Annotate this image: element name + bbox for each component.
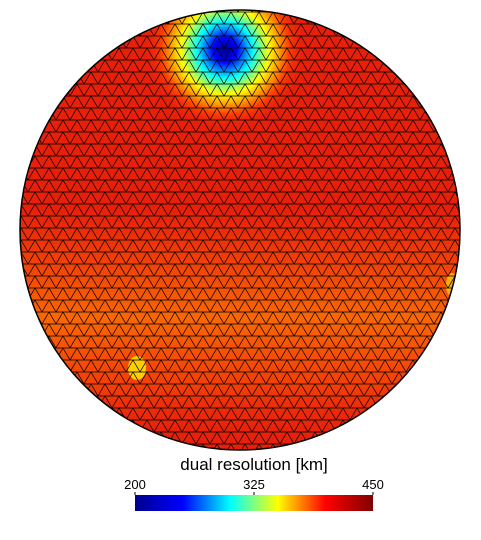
- figure: dual resolution [km] 200 325 450: [0, 0, 481, 535]
- colorbar-tick-label: 450: [362, 477, 384, 492]
- colorbar-tick-label: 325: [243, 477, 265, 492]
- colorbar-label: dual resolution [km]: [180, 455, 327, 474]
- colorbar-tick-label: 200: [124, 477, 146, 492]
- colorbar-bar: [135, 495, 373, 511]
- sphere: [20, 0, 460, 450]
